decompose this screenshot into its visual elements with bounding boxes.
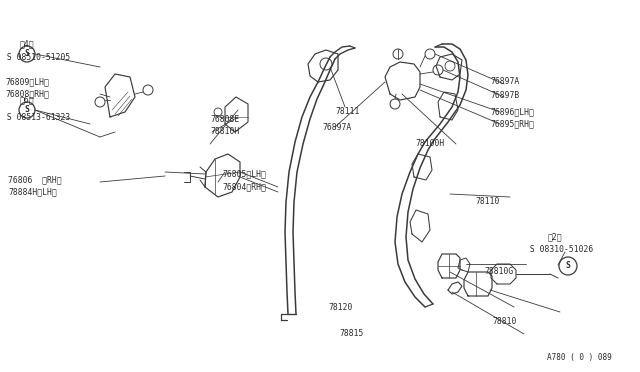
Text: 76808E: 76808E <box>210 115 239 125</box>
Text: 76804〈RH〉: 76804〈RH〉 <box>222 183 266 192</box>
Text: S: S <box>566 262 570 270</box>
Text: 78884H〈LH〉: 78884H〈LH〉 <box>8 187 57 196</box>
Text: S 08510-51205: S 08510-51205 <box>2 52 70 61</box>
Text: S: S <box>24 49 29 58</box>
Text: 76895〈RH〉: 76895〈RH〉 <box>490 119 534 128</box>
Text: 78120: 78120 <box>328 302 353 311</box>
Text: 78810H: 78810H <box>210 128 239 137</box>
Text: 78810: 78810 <box>492 317 516 327</box>
Text: 76897A: 76897A <box>490 77 519 87</box>
Text: 《2》: 《2》 <box>548 232 563 241</box>
Text: 78110: 78110 <box>475 198 499 206</box>
Text: 76897B: 76897B <box>490 92 519 100</box>
Text: A780 ( 0 ) 089: A780 ( 0 ) 089 <box>547 353 612 362</box>
Text: 76808〈RH〉: 76808〈RH〉 <box>5 90 49 99</box>
Text: 76896〈LH〉: 76896〈LH〉 <box>490 108 534 116</box>
Text: 76809〈LH〉: 76809〈LH〉 <box>5 77 49 87</box>
Text: 78111: 78111 <box>335 108 360 116</box>
Text: S 08310-51026: S 08310-51026 <box>525 246 593 254</box>
Text: 78815: 78815 <box>339 330 364 339</box>
Text: 76806  〈RH〉: 76806 〈RH〉 <box>8 176 61 185</box>
Text: 《4》: 《4》 <box>20 39 35 48</box>
Text: 78810G: 78810G <box>484 267 513 276</box>
Text: S 08513-61323: S 08513-61323 <box>2 112 70 122</box>
Text: S: S <box>24 106 29 115</box>
Text: 78100H: 78100H <box>415 140 444 148</box>
Text: 76897A: 76897A <box>322 122 351 131</box>
Text: 《6》: 《6》 <box>20 96 35 105</box>
Text: 76805〈LH〉: 76805〈LH〉 <box>222 170 266 179</box>
